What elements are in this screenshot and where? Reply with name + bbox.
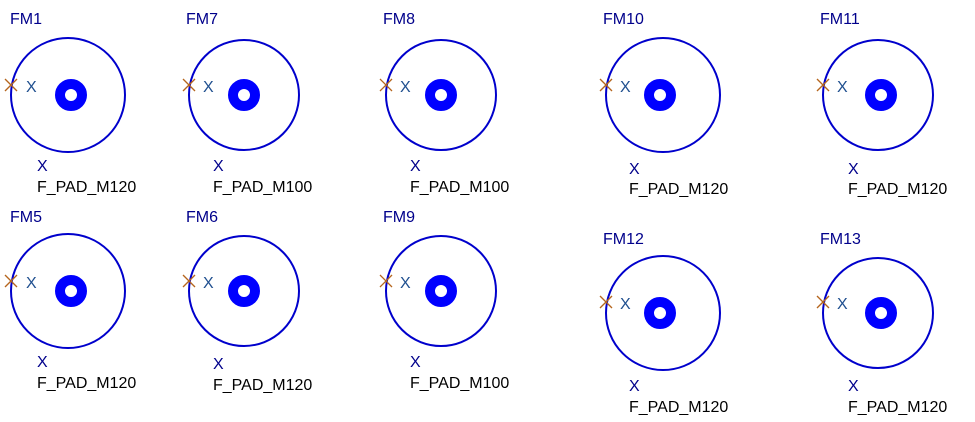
pin-label: X <box>837 296 848 313</box>
origin-marker-icon <box>379 274 393 288</box>
pin-label: X <box>400 79 411 96</box>
footprint-label: F_PAD_M120 <box>848 399 947 416</box>
value-label: X <box>410 354 421 371</box>
refdes-label: FM6 <box>186 209 218 226</box>
value-label: X <box>213 158 224 175</box>
fiducial-pad-dot <box>644 297 676 329</box>
footprint-label: F_PAD_M120 <box>37 375 136 392</box>
refdes-label: FM13 <box>820 231 861 248</box>
refdes-label: FM11 <box>820 11 860 28</box>
pin-label: X <box>26 79 37 96</box>
fiducial-pad-dot <box>228 79 260 111</box>
footprint-label: F_PAD_M120 <box>629 399 728 416</box>
footprint-label: F_PAD_M100 <box>213 179 312 196</box>
footprint-label: F_PAD_M100 <box>410 375 509 392</box>
origin-marker-icon <box>182 274 196 288</box>
value-label: X <box>213 356 224 373</box>
fiducial-outline-circle <box>605 255 721 371</box>
pin-label: X <box>620 296 631 313</box>
fiducial-outline-circle <box>822 39 934 151</box>
footprint-label: F_PAD_M120 <box>213 377 312 394</box>
fiducial-symbol-fm11[interactable]: X FM11 X F_PAD_M120 <box>816 11 947 198</box>
origin-marker-icon <box>182 78 196 92</box>
fiducial-pad-dot <box>425 275 457 307</box>
refdes-label: FM1 <box>10 11 42 28</box>
fiducial-outline-circle <box>385 235 497 347</box>
origin-marker-icon <box>816 78 830 92</box>
footprint-label: F_PAD_M100 <box>410 179 509 196</box>
fiducial-symbol-fm12[interactable]: X FM12 X F_PAD_M120 <box>599 231 728 416</box>
fiducial-pad-dot <box>644 79 676 111</box>
fiducial-pad-dot <box>425 79 457 111</box>
fiducial-outline-circle <box>822 257 934 369</box>
origin-marker-icon <box>379 78 393 92</box>
refdes-label: FM8 <box>383 11 415 28</box>
fiducial-symbol-fm1[interactable]: X FM1 X F_PAD_M120 <box>4 11 136 196</box>
pin-label: X <box>620 79 631 96</box>
fiducial-symbol-fm8[interactable]: X FM8 X F_PAD_M100 <box>379 11 509 196</box>
footprint-label: F_PAD_M120 <box>848 181 947 198</box>
pin-label: X <box>837 79 848 96</box>
origin-marker-icon <box>816 295 830 309</box>
fiducial-outline-circle <box>605 37 721 153</box>
fiducial-symbol-fm7[interactable]: X FM7 X F_PAD_M100 <box>182 11 312 196</box>
pin-label: X <box>400 275 411 292</box>
fiducial-pad-dot <box>865 79 897 111</box>
value-label: X <box>37 158 48 175</box>
fiducial-symbol-fm9[interactable]: X FM9 X F_PAD_M100 <box>379 209 509 392</box>
origin-marker-icon <box>599 295 613 309</box>
origin-marker-icon <box>4 274 18 288</box>
pin-label: X <box>26 275 37 292</box>
value-label: X <box>848 161 859 178</box>
value-label: X <box>629 378 640 395</box>
fiducial-outline-circle <box>10 233 126 349</box>
fiducial-pad-dot <box>55 79 87 111</box>
refdes-label: FM9 <box>383 209 415 226</box>
value-label: X <box>37 354 48 371</box>
fiducial-outline-circle <box>188 235 300 347</box>
value-label: X <box>629 161 640 178</box>
pin-label: X <box>203 79 214 96</box>
value-label: X <box>848 378 859 395</box>
origin-marker-icon <box>4 78 18 92</box>
fiducial-pad-dot <box>55 275 87 307</box>
footprint-label: F_PAD_M120 <box>629 181 728 198</box>
value-label: X <box>410 158 421 175</box>
fiducial-outline-circle <box>10 37 126 153</box>
fiducial-pad-dot <box>865 297 897 329</box>
fiducial-symbol-fm13[interactable]: X FM13 X F_PAD_M120 <box>816 231 947 416</box>
refdes-label: FM5 <box>10 209 42 226</box>
fiducial-outline-circle <box>188 39 300 151</box>
fiducial-symbol-fm10[interactable]: X FM10 X F_PAD_M120 <box>599 11 728 198</box>
origin-marker-icon <box>599 78 613 92</box>
refdes-label: FM10 <box>603 11 644 28</box>
refdes-label: FM12 <box>603 231 644 248</box>
footprint-label: F_PAD_M120 <box>37 179 136 196</box>
refdes-label: FM7 <box>186 11 218 28</box>
fiducial-symbol-fm6[interactable]: X FM6 X F_PAD_M120 <box>182 209 312 394</box>
fiducial-symbol-fm5[interactable]: X FM5 X F_PAD_M120 <box>4 209 136 392</box>
fiducial-pad-dot <box>228 275 260 307</box>
pin-label: X <box>203 275 214 292</box>
fiducial-outline-circle <box>385 39 497 151</box>
